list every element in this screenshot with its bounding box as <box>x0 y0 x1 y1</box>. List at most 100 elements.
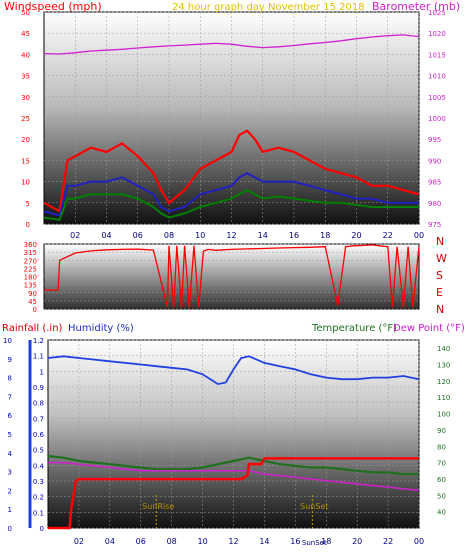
barometer-tick-label: 995 <box>428 136 441 144</box>
time-tick-label: 18 <box>321 537 331 546</box>
windspeed-tick-label: 35 <box>21 73 30 81</box>
barometer-tick-label: 1000 <box>428 115 446 123</box>
dewpoint-line <box>48 461 420 492</box>
rain-tick-label: 2 <box>8 487 12 495</box>
wind-series <box>43 34 420 221</box>
direction-tick-label: 225 <box>24 265 37 273</box>
rain-series: SunRise SunSet <box>47 355 420 530</box>
direction-tick-label: 135 <box>24 282 37 290</box>
time-tick-label: 02 <box>70 231 80 240</box>
temperature-tick-label: 40 <box>437 509 446 517</box>
temperature-tick-label: 130 <box>437 362 450 370</box>
temperature-tick-label: 80 <box>437 443 446 451</box>
sunrise-label: SunRise <box>142 502 174 511</box>
compass-label: E <box>436 286 443 299</box>
humidity-tick-label: 0.4 <box>33 462 45 470</box>
time-tick-label: 06 <box>136 537 146 546</box>
windspeed-tick-label: 30 <box>21 94 30 102</box>
compass-label: N <box>436 235 444 248</box>
rain-grid <box>48 339 420 529</box>
time-tick-label: 20 <box>352 537 362 546</box>
time-tick-label: 10 <box>195 231 205 240</box>
windspeed-tick-label: 15 <box>21 157 30 165</box>
time-tick-label: 12 <box>228 537 238 546</box>
windspeed-tick-label: 10 <box>21 179 30 187</box>
gust-avg-line <box>43 171 419 217</box>
barometer-tick-label: 1025 <box>428 9 446 17</box>
rain-tick-label: 1 <box>8 506 12 514</box>
windspeed-tick-label: 40 <box>21 51 30 59</box>
rainfall-axis-title: Rainfall (.in) <box>2 323 63 334</box>
rain-tick-label: 9 <box>8 356 12 364</box>
direction-tick-label: 45 <box>28 298 37 306</box>
time-tick-label: 04 <box>105 537 115 546</box>
time-tick-label: 22 <box>383 231 393 240</box>
rain-tick-label: 5 <box>8 431 12 439</box>
time-tick-label: 06 <box>133 231 143 240</box>
wind-direction-line <box>44 244 420 308</box>
barometer-tick-label: 1005 <box>428 94 446 102</box>
humidity-tick-label: 0 <box>40 525 44 533</box>
barometer-tick-label: 1020 <box>428 30 446 38</box>
temperature-line <box>47 455 419 476</box>
humidity-tick-label: 0.8 <box>33 400 44 408</box>
temperature-tick-label: 90 <box>437 427 446 435</box>
humidity-tick-label: 1.1 <box>33 353 44 361</box>
windspeed-line <box>43 129 420 214</box>
direction-series <box>44 244 420 308</box>
direction-tick-label: 90 <box>28 290 37 298</box>
time-tick-label: 20 <box>351 231 361 240</box>
barometer-tick-label: 990 <box>428 157 441 165</box>
compass-label: W <box>436 252 447 265</box>
windspeed-tick-label: 5 <box>26 200 30 208</box>
compass-label: S <box>436 269 443 282</box>
time-tick-label: 02 <box>74 537 84 546</box>
barometer-tick-label: 1010 <box>428 73 446 81</box>
windspeed-tick-label: 0 <box>26 221 30 229</box>
rain-tick-label: 3 <box>8 469 12 477</box>
dewpoint-axis-title: Dew Point (°F) <box>393 323 465 334</box>
rain-tick-label: 10 <box>3 337 12 345</box>
time-tick-label: 16 <box>289 231 299 240</box>
humidity-tick-label: 0.9 <box>33 384 44 392</box>
time-tick-label: 00 <box>414 537 424 546</box>
wind-barometer-panel: 0510152025303540455097598098599099510001… <box>4 0 460 240</box>
humidity-tick-label: 1.2 <box>33 337 44 345</box>
temperature-tick-label: 50 <box>437 492 446 500</box>
barometer-tick-label: 1015 <box>428 51 446 59</box>
rain-tick-label: 0 <box>8 525 12 533</box>
temperature-tick-label: 110 <box>437 394 450 402</box>
time-tick-label: 12 <box>226 231 236 240</box>
windspeed-tick-label: 25 <box>21 115 30 123</box>
humidity-axis-title: Humidity (%) <box>68 323 134 334</box>
windspeed-tick-label: 45 <box>21 30 30 38</box>
barometer-line <box>43 34 420 55</box>
time-tick-label: 16 <box>290 537 300 546</box>
humidity-line <box>47 355 420 386</box>
barometer-tick-label: 975 <box>428 221 441 229</box>
time-tick-label: 14 <box>258 231 268 240</box>
temperature-tick-label: 120 <box>437 378 450 386</box>
time-tick-label: 14 <box>259 537 269 546</box>
rain-tick-label: 4 <box>8 450 13 458</box>
wind-grid <box>44 11 420 225</box>
sunset-label: SunSet <box>300 502 328 511</box>
direction-tick-label: 315 <box>24 249 37 257</box>
temperature-tick-label: 140 <box>437 345 450 353</box>
rainfall-line <box>48 457 419 530</box>
direction-tick-label: 270 <box>24 257 37 265</box>
humidity-tick-label: 0.5 <box>33 447 44 455</box>
temperature-tick-label: 60 <box>437 476 446 484</box>
windspeed-tick-label: 20 <box>21 136 30 144</box>
direction-tick-label: 180 <box>24 274 37 282</box>
rain-tick-label: 7 <box>8 393 12 401</box>
time-tick-label: 10 <box>197 537 207 546</box>
humidity-tick-label: 0.7 <box>33 415 44 423</box>
barometer-tick-label: 985 <box>428 179 441 187</box>
compass-label: N <box>436 303 444 316</box>
time-tick-label: 04 <box>101 231 111 240</box>
rain-humidity-panel: SunRise SunSet 01234567891000.10.20.30.40… <box>2 323 465 547</box>
